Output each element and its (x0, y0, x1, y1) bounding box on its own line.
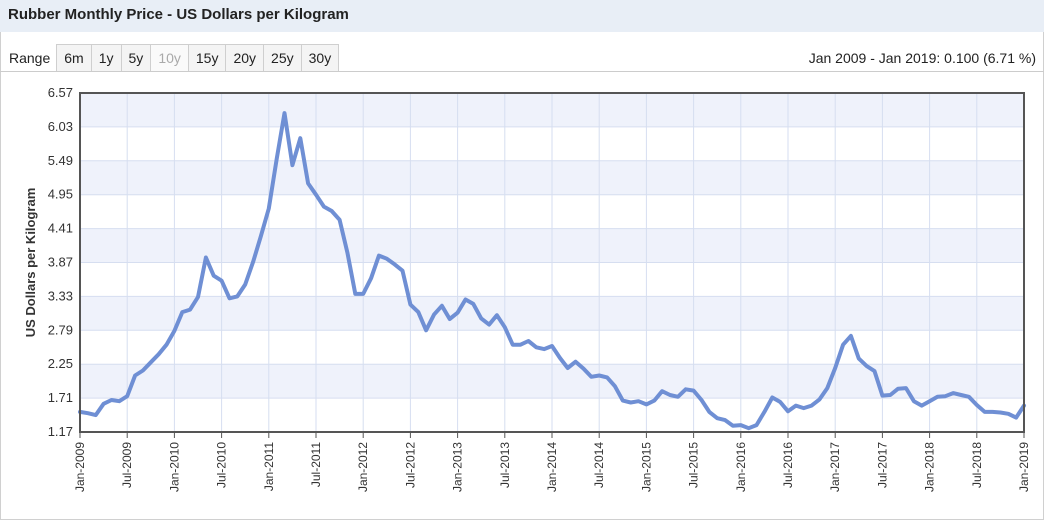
series-line-rubber[interactable] (78, 111, 1026, 431)
range-button-20y[interactable]: 20y (226, 45, 265, 71)
x-tick-label: Jul-2014 (592, 442, 606, 488)
x-tick-label: Jan-2010 (167, 442, 181, 492)
y-tick-label: 6.03 (48, 119, 73, 134)
y-tick-label: 4.95 (48, 187, 73, 202)
x-tick-label: Jul-2012 (403, 442, 417, 488)
x-tick-label: Jul-2010 (215, 442, 229, 488)
y-tick-label: 3.87 (48, 255, 73, 270)
x-tick-label: Jul-2016 (781, 442, 795, 488)
toolbar-divider (0, 71, 1044, 72)
x-tick-label: Jan-2014 (545, 442, 559, 492)
y-tick-label: 1.17 (48, 424, 73, 439)
x-tick-label: Jan-2019 (1017, 442, 1031, 492)
range-button-25y[interactable]: 25y (264, 45, 302, 71)
x-tick-label: Jul-2017 (875, 442, 889, 488)
range-selector: Range 6m 1y 5y 10y 15y 20y 25y 30y (0, 44, 340, 72)
y-tick-label: 1.71 (48, 390, 73, 405)
range-button-30y[interactable]: 30y (301, 45, 339, 71)
y-tick-label: 2.25 (48, 356, 73, 371)
x-tick-label: Jan-2012 (356, 442, 370, 492)
range-button-10y: 10y (151, 45, 189, 71)
chart-title: Rubber Monthly Price - US Dollars per Ki… (0, 0, 1044, 32)
range-button-group: 6m 1y 5y 10y 15y 20y 25y 30y (56, 44, 340, 72)
x-tick-label: Jul-2009 (120, 442, 134, 488)
plot-grid (79, 92, 1025, 433)
range-button-5y[interactable]: 5y (121, 45, 152, 71)
x-tick-label: Jan-2018 (923, 442, 937, 492)
x-tick-label: Jul-2011 (309, 442, 323, 487)
x-tick-label: Jan-2013 (451, 442, 465, 492)
range-summary: Jan 2009 - Jan 2019: 0.100 (6.71 %) (808, 50, 1036, 66)
y-tick-label: 2.79 (48, 322, 73, 337)
x-axis-ticks: Jan-2009 Jul-2009 Jan-2010 Jul-2010 Jan-2011… (73, 432, 1031, 492)
x-tick-label: Jul-2018 (970, 442, 984, 488)
x-tick-label: Jul-2015 (687, 442, 701, 488)
x-tick-label: Jul-2013 (498, 442, 512, 488)
range-button-6m[interactable]: 6m (57, 45, 92, 71)
y-axis-ticks: 6.57 6.03 5.49 4.95 4.41 3.87 3.33 2.79 2.25 1.71… (48, 85, 73, 439)
y-axis-label: US Dollars per Kilogram (23, 188, 38, 338)
x-tick-label: Jan-2009 (73, 442, 87, 492)
x-tick-label: Jan-2011 (262, 442, 276, 491)
range-button-1y[interactable]: 1y (91, 45, 122, 71)
range-button-15y[interactable]: 15y (188, 45, 227, 71)
x-tick-label: Jan-2017 (828, 442, 842, 492)
y-tick-label: 4.41 (48, 221, 73, 236)
y-tick-label: 6.57 (48, 85, 73, 100)
y-tick-label: 5.49 (48, 153, 73, 168)
plot-frame (79, 92, 1025, 433)
x-tick-label: Jan-2015 (639, 442, 653, 492)
range-label: Range (9, 50, 51, 66)
x-tick-label: Jan-2016 (734, 442, 748, 492)
y-tick-label: 3.33 (48, 288, 73, 303)
